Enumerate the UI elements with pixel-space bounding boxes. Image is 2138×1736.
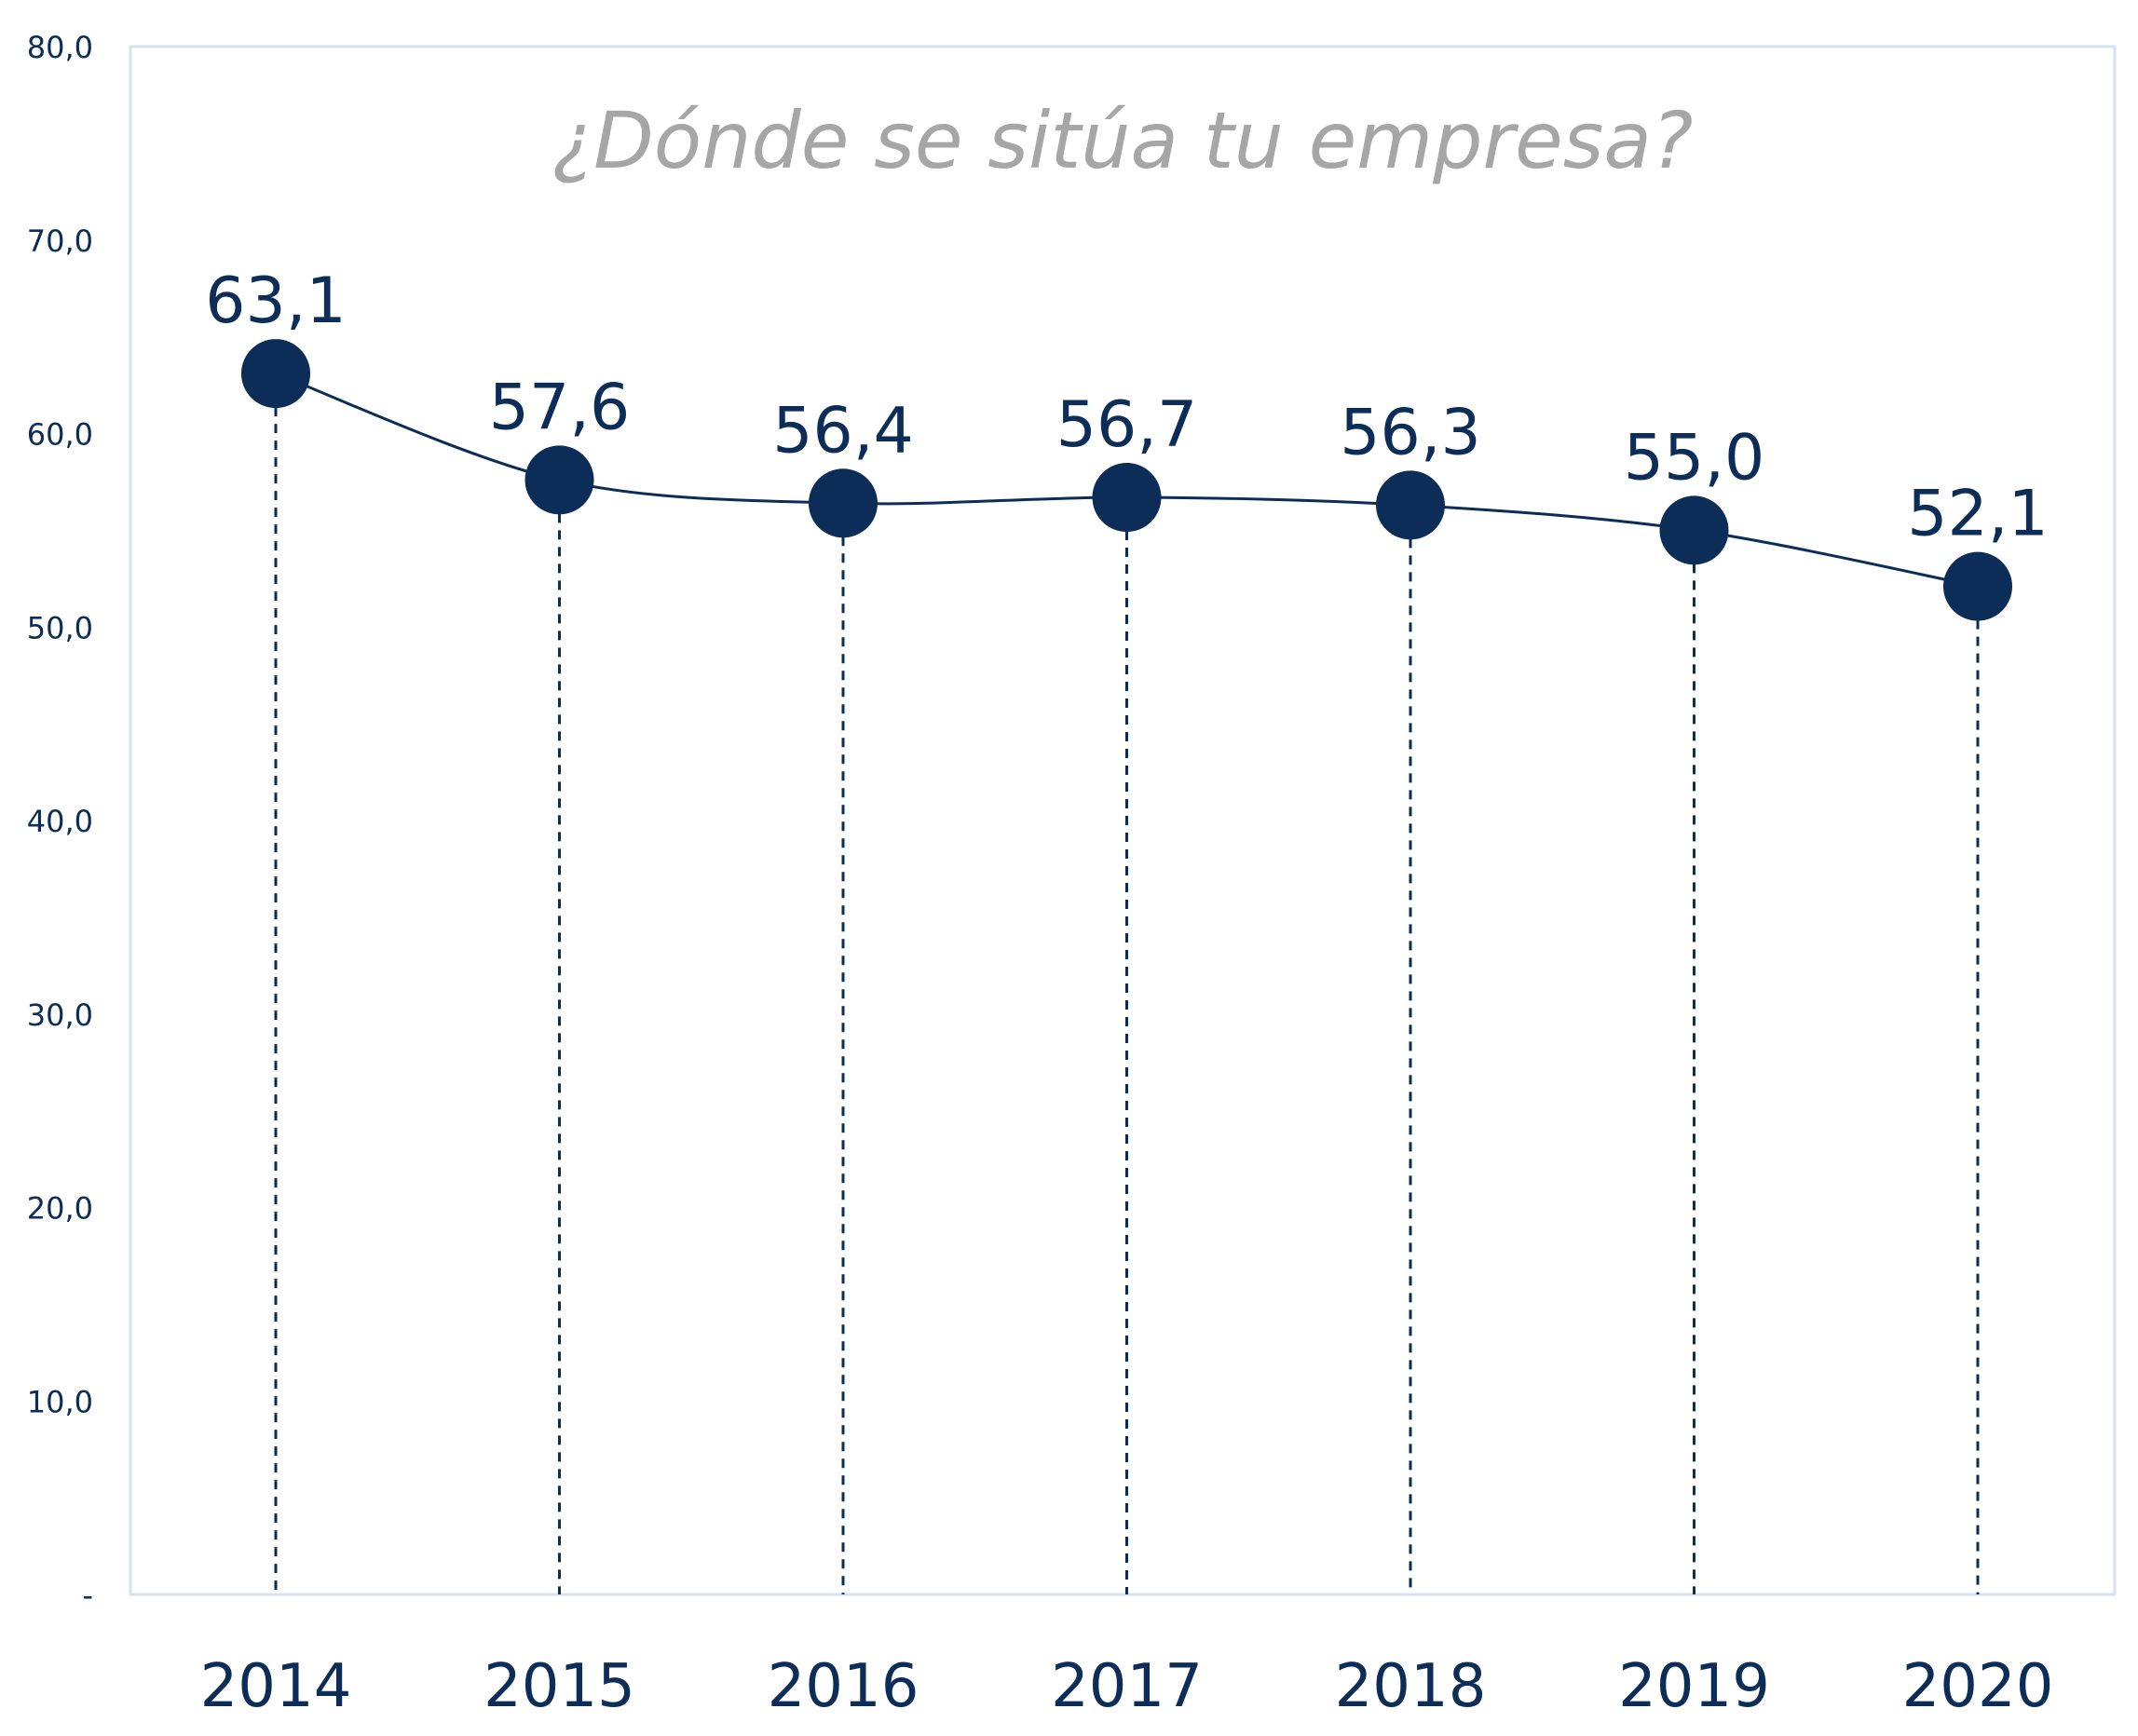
data-label: 57,6 (489, 371, 630, 444)
data-label: 52,1 (1907, 478, 2048, 551)
x-tick-label: 2016 (768, 1652, 919, 1721)
y-tick-label: 60,0 (27, 417, 93, 453)
y-tick-label: 30,0 (27, 997, 93, 1033)
x-tick-label: 2014 (200, 1652, 352, 1721)
x-tick-label: 2017 (1051, 1652, 1203, 1721)
y-tick-label: 70,0 (27, 224, 93, 259)
data-point-marker (1943, 551, 2012, 621)
data-point-marker (1659, 495, 1729, 565)
x-axis-tick-labels: 2014 2015 2016 2017 2018 2019 2020 (200, 1652, 2054, 1721)
y-tick-label: 20,0 (27, 1191, 93, 1227)
data-point-marker (1376, 470, 1445, 540)
data-label: 56,3 (1340, 396, 1480, 469)
plot-area-border (129, 45, 2117, 1596)
y-axis-tick-labels: - 10,0 20,0 30,0 40,0 50,0 60,0 70,0 80,0 (27, 30, 93, 1613)
data-label: 56,7 (1056, 388, 1197, 462)
data-label: 56,4 (772, 394, 913, 468)
x-tick-label: 2019 (1618, 1652, 1770, 1721)
data-label: 63,1 (205, 264, 346, 338)
y-tick-label: 10,0 (27, 1384, 93, 1419)
data-label: 55,0 (1624, 421, 1764, 495)
data-point-marker (524, 445, 594, 515)
drop-lines (274, 373, 1980, 1594)
x-tick-label: 2015 (483, 1652, 635, 1721)
y-tick-label: 80,0 (27, 30, 93, 65)
x-tick-label: 2020 (1902, 1652, 2054, 1721)
data-markers (241, 339, 2012, 621)
y-tick-label: 50,0 (27, 610, 93, 645)
data-point-marker (809, 468, 878, 538)
chart-title: ¿Dónde se sitúa tu empresa? (552, 95, 1694, 186)
data-labels: 63,1 57,6 56,4 56,7 56,3 55,0 52,1 (205, 264, 2048, 551)
data-point-marker (1092, 463, 1162, 533)
x-tick-label: 2018 (1335, 1652, 1487, 1721)
y-tick-label: - (82, 1578, 93, 1613)
data-point-marker (241, 339, 310, 409)
y-tick-label: 40,0 (27, 804, 93, 839)
